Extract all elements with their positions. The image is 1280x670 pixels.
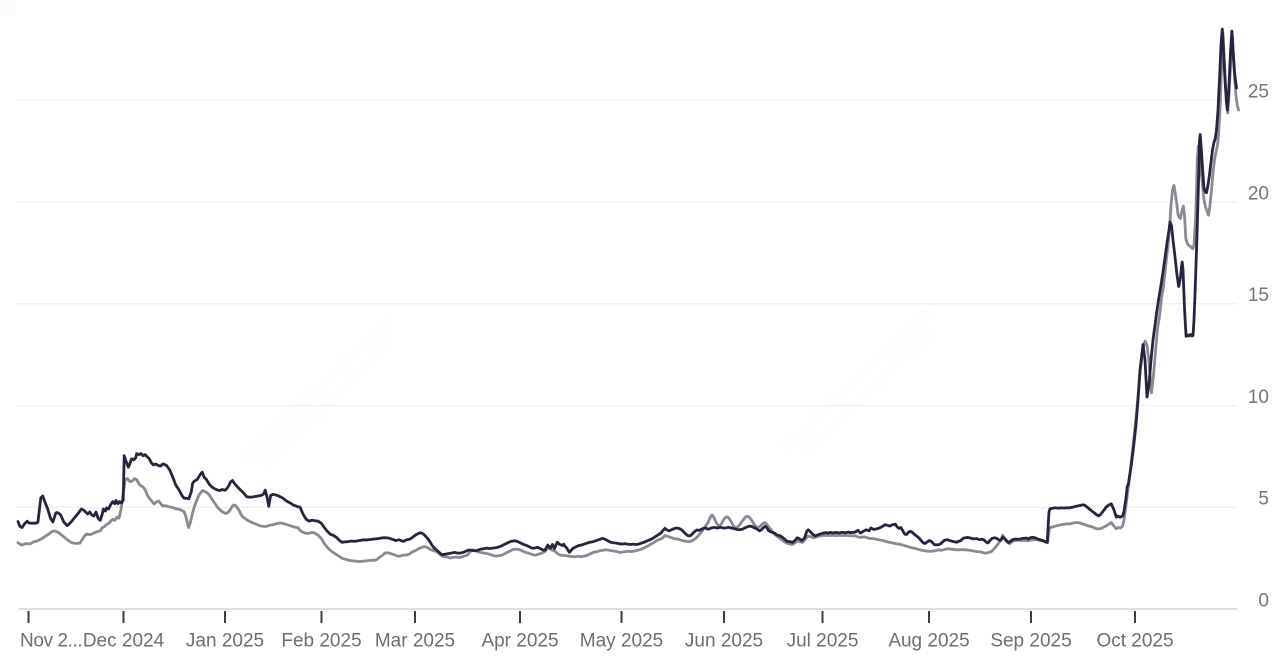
svg-text:15: 15 — [1248, 285, 1269, 306]
svg-text:20: 20 — [1248, 183, 1269, 204]
svg-text:5: 5 — [1258, 489, 1269, 510]
svg-text:25: 25 — [1248, 82, 1269, 103]
svg-text:Oct 2025: Oct 2025 — [1096, 631, 1173, 652]
svg-text:Dec 2024: Dec 2024 — [83, 631, 165, 652]
svg-text:Jun 2025: Jun 2025 — [685, 631, 763, 652]
svg-text:May 2025: May 2025 — [580, 631, 663, 652]
svg-text:0: 0 — [1258, 590, 1269, 611]
svg-text:Feb 2025: Feb 2025 — [281, 631, 361, 652]
svg-text:Jan 2025: Jan 2025 — [186, 631, 264, 652]
svg-text:10: 10 — [1248, 387, 1269, 408]
svg-text:Apr 2025: Apr 2025 — [481, 631, 558, 652]
svg-text:Sep 2025: Sep 2025 — [990, 631, 1071, 652]
svg-text:Mar 2025: Mar 2025 — [375, 631, 455, 652]
svg-text:Jul 2025: Jul 2025 — [787, 631, 859, 652]
svg-text:Nov 2...: Nov 2... — [20, 631, 82, 652]
svg-text:Aug 2025: Aug 2025 — [888, 631, 969, 652]
